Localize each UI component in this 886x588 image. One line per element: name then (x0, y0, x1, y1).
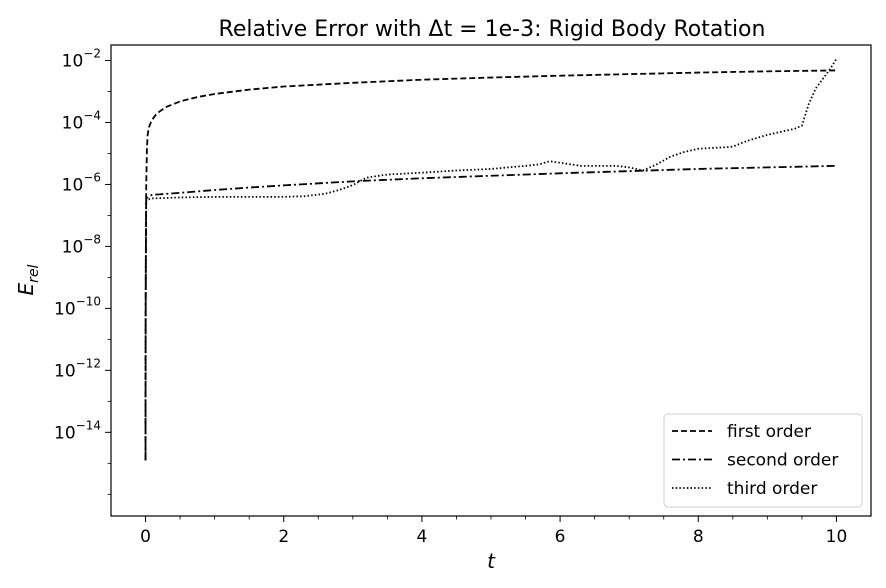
x-tick-label: 2 (278, 527, 289, 547)
y-tick-base: 10 (62, 237, 84, 257)
y-tick-exponent: −2 (83, 46, 101, 60)
y-tick-exponent: −12 (76, 356, 101, 370)
series-line-second-order (144, 164, 837, 461)
legend-entries: first order second order third order (672, 422, 838, 499)
x-tick-label: 10 (826, 527, 848, 547)
x-axis: 0 2 4 6 8 10 (140, 516, 847, 547)
y-tick-label: 10−10 (54, 294, 101, 319)
x-tick-label: 8 (693, 527, 704, 547)
y-tick-exponent: −8 (83, 232, 101, 246)
y-tick-base: 10 (54, 361, 76, 381)
y-tick-base: 10 (54, 299, 76, 319)
legend-label-first-order: first order (727, 422, 811, 442)
y-tick-base: 10 (54, 423, 76, 443)
y-tick-base: 10 (62, 51, 84, 71)
legend-label-third-order: third order (727, 479, 817, 499)
y-tick-label: 10−12 (54, 356, 101, 381)
y-tick-exponent: −4 (83, 108, 101, 122)
y-axis-label: Erel (14, 264, 42, 295)
x-axis-label: t (487, 549, 496, 573)
y-tick-label: 10−14 (54, 418, 101, 443)
series-line-third-order (144, 58, 838, 461)
y-tick-exponent: −14 (76, 418, 101, 432)
legend: first order second order third order (663, 413, 863, 508)
series-layer (144, 58, 838, 461)
y-axis-label-main: E (14, 282, 38, 295)
y-tick-exponent: −6 (83, 170, 101, 184)
y-axis-label-subscript: rel (26, 264, 42, 282)
y-tick-base: 10 (62, 113, 84, 133)
y-tick-label: 10−4 (62, 108, 101, 133)
x-tick-label: 4 (416, 527, 427, 547)
x-tick-label: 6 (555, 527, 566, 547)
legend-label-second-order: second order (727, 451, 838, 471)
x-tick-label: 0 (140, 527, 151, 547)
legend-box (663, 413, 863, 508)
y-tick-label: 10−6 (62, 170, 101, 195)
chart-title: Relative Error with Δt = 1e-3: Rigid Bod… (219, 17, 766, 42)
y-tick-exponent: −10 (76, 294, 101, 308)
y-tick-label: 10−8 (62, 232, 101, 257)
y-tick-base: 10 (62, 175, 84, 195)
y-tick-label: 10−2 (62, 46, 101, 71)
